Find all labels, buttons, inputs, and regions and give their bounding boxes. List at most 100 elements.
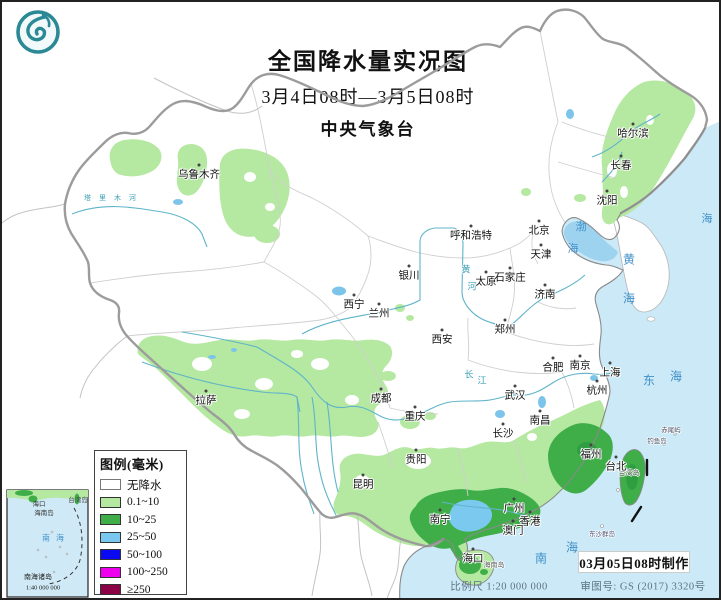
legend-item: 100~250 — [100, 566, 181, 578]
inset-map-label: 南海诸岛 — [24, 573, 52, 581]
city-dot — [513, 384, 517, 388]
legend-label: 25~50 — [127, 531, 157, 543]
map-feature-label: 赤尾屿 — [661, 427, 681, 434]
legend-swatch — [100, 549, 121, 560]
city-dot — [614, 455, 618, 459]
inset-map-label: 台湾岛 — [68, 497, 88, 504]
city-dot — [595, 379, 599, 383]
city-label: 长沙 — [492, 428, 514, 440]
city-label: 太原 — [475, 276, 497, 288]
city-dot — [379, 387, 383, 391]
city-label: 台北 — [605, 461, 627, 473]
city-label: 沈阳 — [596, 195, 618, 207]
legend-title: 图例(毫米) — [100, 457, 164, 472]
city-label: 成都 — [370, 393, 392, 405]
legend-swatch — [100, 531, 121, 543]
korea-peninsula — [613, 213, 670, 313]
sea-name-label: 南 — [534, 551, 548, 566]
city-label: 哈尔滨 — [617, 128, 649, 140]
city-dot — [352, 293, 356, 297]
city-dot — [608, 361, 612, 365]
city-dot — [511, 519, 515, 523]
city-dot — [551, 356, 555, 360]
city-dot — [361, 473, 365, 477]
sea-name-label: 海 — [567, 243, 579, 255]
city-label: 广州 — [503, 503, 525, 515]
title-block: 全国降水量实况图 3月4日08时—3月5日08时 中央气象台 — [262, 42, 475, 140]
city-label: 银川 — [398, 270, 420, 282]
legend-rows: 无降水 0.1~10 10~25 25~50 50~100 100~250 ≥250 — [100, 479, 181, 596]
national-border — [63, 8, 709, 548]
legend-item: 10~25 — [100, 514, 181, 526]
city-dot — [503, 318, 507, 322]
agency-name: 中央气象台 — [320, 120, 416, 139]
city-label: 济南 — [534, 289, 556, 301]
map-feature-label: 塔里木河 — [84, 194, 144, 202]
city-label: 武汉 — [504, 390, 526, 402]
lakes — [173, 109, 598, 418]
sea-name-label: 海 — [669, 369, 683, 384]
city-dot — [543, 283, 547, 287]
small-islands — [600, 432, 677, 528]
legend-label: ≥250 — [127, 583, 151, 596]
city-dot — [469, 224, 473, 228]
jeju-island — [646, 316, 656, 322]
city-dot — [501, 422, 505, 426]
taiwan-core — [626, 464, 638, 490]
legend-item: 无降水 — [100, 479, 181, 492]
page-title: 全国降水量实况图 — [268, 49, 468, 74]
city-label: 天津 — [530, 249, 552, 261]
map-feature-label: 河 — [467, 281, 477, 292]
city-label: 南昌 — [529, 415, 551, 427]
approval-number-text: 审图号: GS (2017) 3320号 — [580, 581, 706, 593]
map-feature-label: 长 — [464, 369, 474, 380]
cma-logo — [14, 8, 62, 56]
city-dot — [578, 354, 582, 358]
city-dot — [407, 264, 411, 268]
logo-swirl — [26, 15, 47, 42]
legend-label: 无降水 — [127, 479, 162, 492]
sea-name-label: 渤 — [575, 221, 587, 233]
city-dot — [414, 448, 418, 452]
city-label: 重庆 — [404, 411, 426, 423]
map-feature-label: 江 — [477, 375, 487, 386]
city-dot — [631, 122, 635, 126]
city-label: 福州 — [580, 449, 602, 461]
legend-swatch — [100, 479, 121, 490]
city-label: 北京 — [528, 225, 550, 237]
city-dot — [619, 154, 623, 158]
city-label: 杭州 — [586, 385, 608, 397]
city-dot — [539, 243, 543, 247]
legend-label: 50~100 — [127, 548, 162, 561]
province-boundaries — [89, 30, 623, 497]
city-dot — [538, 409, 542, 413]
sea-name-label: 海 — [565, 540, 579, 555]
map-feature-label: 钓鱼岛 — [647, 438, 667, 445]
sea-boundary-dashes — [630, 458, 649, 523]
city-label: 澳门 — [502, 525, 524, 537]
legend-item: 0.1~10 — [100, 496, 181, 508]
hainan-outline — [455, 549, 495, 586]
legend-swatch — [100, 584, 121, 595]
sea-name-label: 海 — [622, 291, 636, 306]
map-feature-label: 海南岛 — [483, 561, 505, 569]
city-label: 石家庄 — [494, 272, 526, 284]
city-dot — [440, 328, 444, 332]
legend-swatch — [100, 566, 121, 578]
coastline — [399, 127, 706, 598]
map-feature-label: 黄 — [461, 264, 471, 275]
city-dot — [589, 443, 593, 447]
city-label: 长春 — [610, 160, 632, 172]
city-label: 西宁 — [343, 299, 365, 311]
city-label: 香港 — [519, 516, 541, 528]
legend-label: 100~250 — [127, 566, 168, 578]
rivers — [71, 113, 661, 518]
city-dot — [512, 497, 516, 501]
city-label: 郑州 — [494, 324, 516, 336]
sea-name-label: 东 — [642, 373, 656, 388]
city-dot — [471, 547, 475, 551]
legend-item: ≥250 — [100, 584, 181, 596]
sea-name-label: 黄 — [622, 252, 636, 267]
